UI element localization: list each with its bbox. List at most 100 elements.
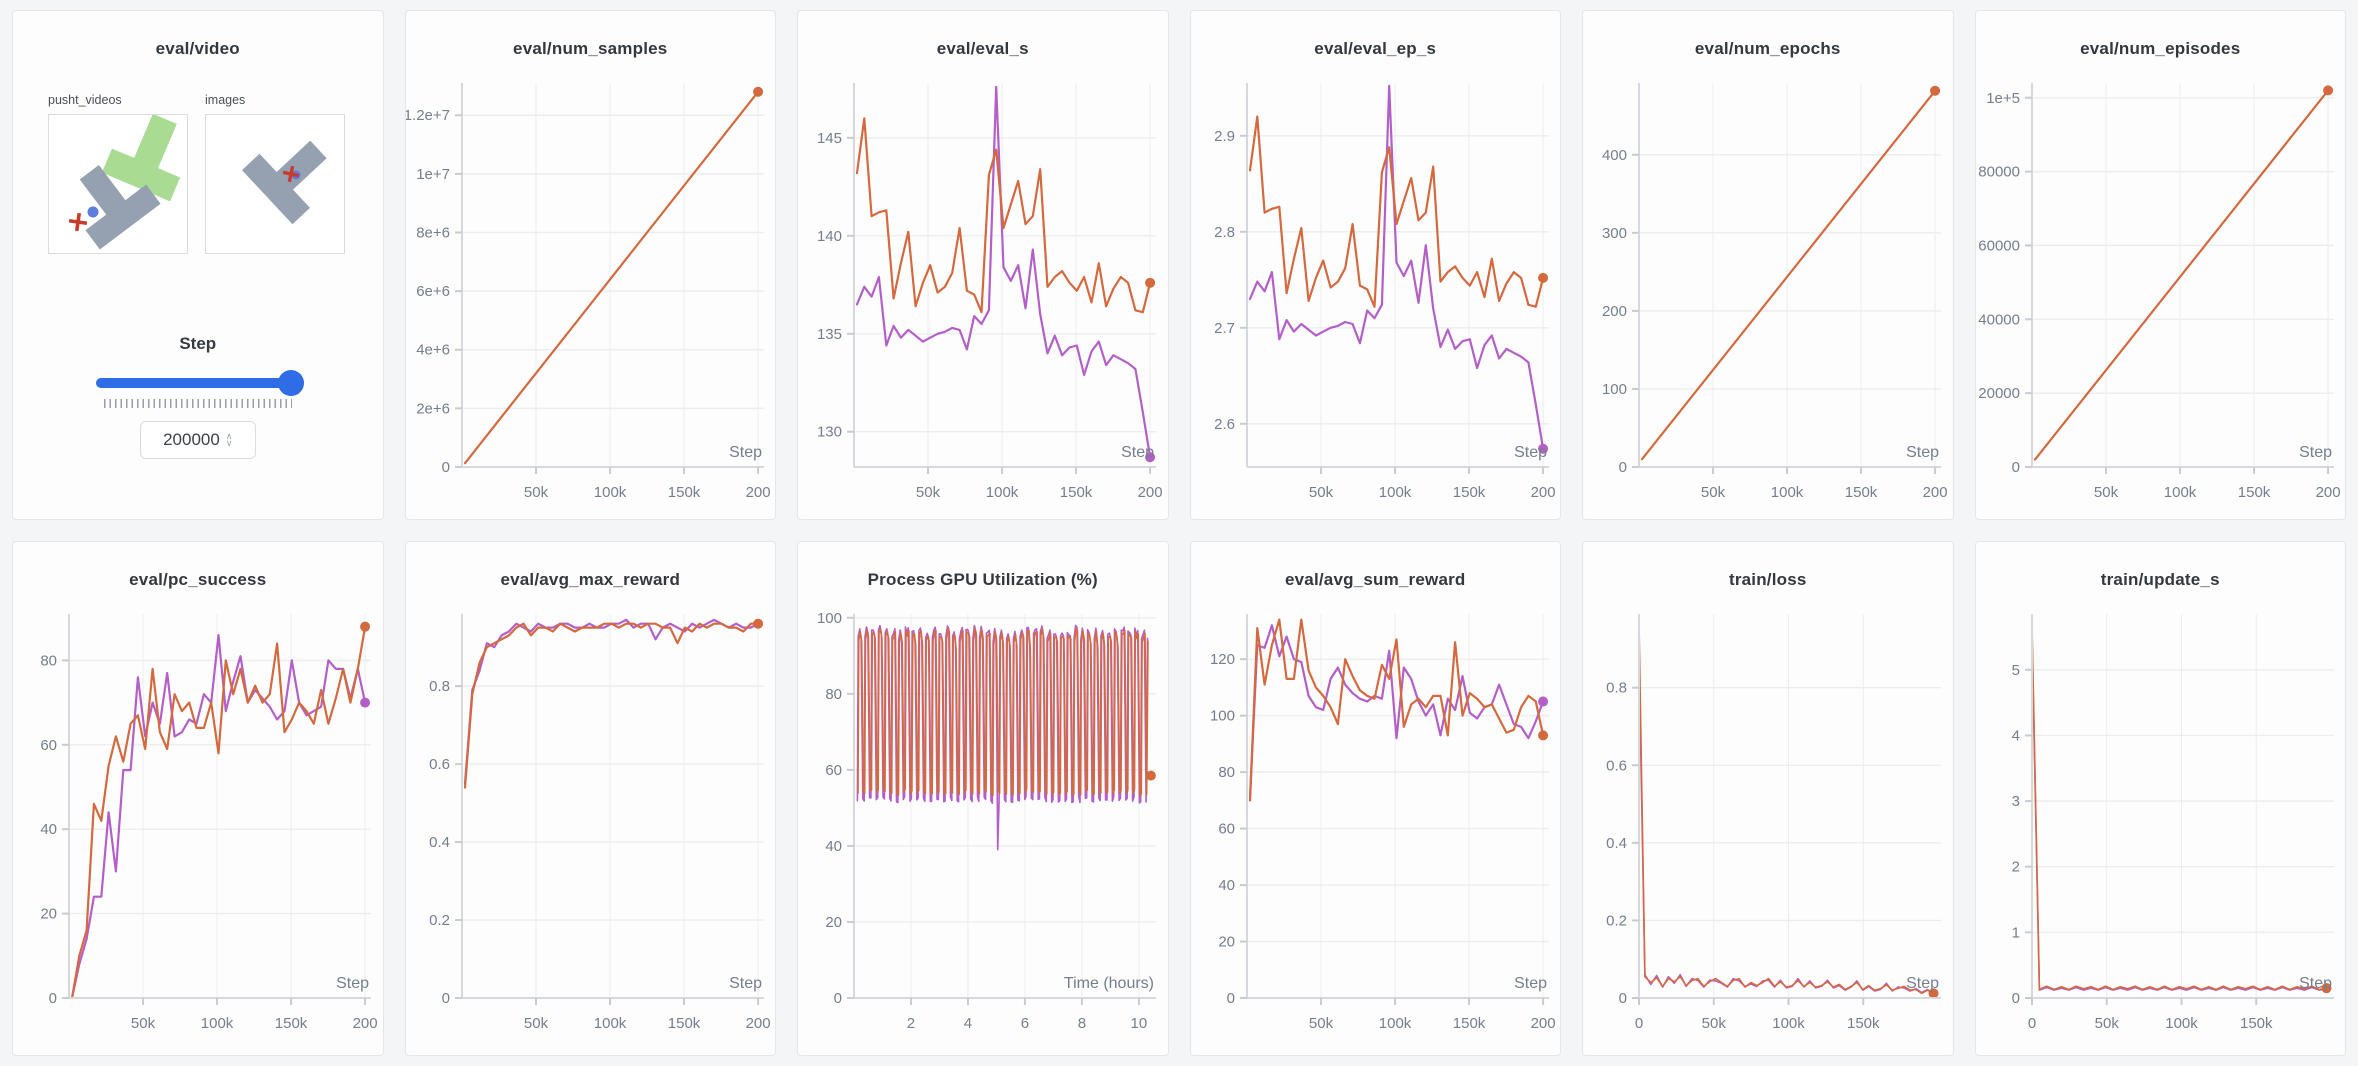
media-item-images: images (205, 93, 345, 254)
chart-title: train/loss (1728, 570, 1807, 589)
step-input-value[interactable]: 200000 (163, 430, 220, 449)
chart-title: eval/num_epochs (1694, 39, 1841, 58)
x-tick-label: 200 (1923, 484, 1948, 501)
media-row: pusht_videos (13, 93, 383, 254)
y-tick-label: 8e+6 (416, 224, 450, 241)
last-point-marker (752, 618, 763, 629)
last-point-marker (1537, 730, 1548, 741)
last-point-marker (1928, 988, 1939, 999)
last-point-marker (1537, 696, 1548, 707)
pusht-video-thumbnail[interactable] (48, 113, 188, 254)
series-purple (1638, 655, 1935, 995)
pusht-scene-image (68, 113, 181, 250)
y-tick-label: 0.6 (1606, 757, 1627, 774)
chart-pc_success[interactable]: 0 20 40 60 80 50k 100k 150k 200 Step (13, 602, 384, 1048)
panel-avg_sum_reward: eval/avg_sum_reward 0 20 40 60 80 100 120 50k 100… (1189, 541, 1562, 1056)
y-tick-label: 60 (1218, 821, 1235, 838)
chart-title: eval/pc_success (129, 570, 267, 589)
chart-eval_s[interactable]: 130 135 140 145 50k 100k 150k 200 Step (798, 71, 1169, 517)
x-tick-label: 200 (353, 1015, 378, 1032)
y-tick-label: 2.9 (1214, 128, 1235, 145)
chart-train_update_s[interactable]: 0 1 2 3 4 5 0 50k 100k 150k Step (1976, 602, 2347, 1048)
chart-title: eval/num_samples (513, 39, 668, 58)
y-tick-label: 0 (49, 990, 57, 1007)
y-tick-label: 20000 (1978, 385, 2020, 402)
series-purple (1248, 624, 1544, 799)
images-thumbnail[interactable] (205, 114, 345, 254)
x-axis-label: Step (729, 975, 762, 992)
series-purple (855, 85, 1152, 459)
media-item-pusht-videos: pusht_videos (48, 93, 188, 254)
series-purple (1248, 84, 1544, 450)
y-tick-label: 0 (1619, 990, 1627, 1007)
panel-gpu_util: Process GPU Utilization (%) 0 20 40 60 80 100 2… (797, 541, 1169, 1056)
panel-num_samples: eval/num_samples 0 2e+6 4e+6 6e+6 8e+6 1e+7 1.2… (404, 10, 777, 520)
chart-avg_sum_reward[interactable]: 0 20 40 60 80 100 120 50k 100k 150k 200 Step (1191, 602, 1562, 1048)
y-tick-label: 140 (817, 228, 842, 245)
x-tick-label: 50k (2094, 1015, 2119, 1032)
y-tick-label: 4e+6 (416, 342, 450, 359)
y-tick-label: 145 (817, 130, 842, 147)
x-tick-label: 6 (1021, 1015, 1029, 1032)
chart-num_epochs[interactable]: 0 100 200 300 400 50k 100k 150k 200 Step (1583, 71, 1954, 517)
pusht-image (241, 140, 327, 225)
y-tick-label: 0.8 (429, 678, 450, 695)
x-axis-label: Time (hours) (1064, 975, 1154, 992)
chart-title: eval/eval_ep_s (1314, 39, 1437, 58)
y-tick-label: 0 (1226, 990, 1234, 1007)
chart-train_loss[interactable]: 0 0.2 0.4 0.6 0.8 0 50k 100k 150k Step (1583, 602, 1954, 1048)
media-panel-title: eval/video (155, 39, 240, 58)
y-tick-label: 20 (40, 906, 57, 923)
stepper-down-icon[interactable]: ∨ (225, 438, 233, 448)
y-tick-label: 60000 (1978, 237, 2020, 254)
step-slider[interactable] (95, 370, 304, 396)
chart-num_episodes[interactable]: 0 20000 40000 60000 80000 1e+5 50k 100k 150k 200 S… (1976, 71, 2347, 517)
step-stepper[interactable]: ∧ ∨ (225, 431, 233, 448)
y-tick-label: 0 (2011, 459, 2019, 476)
x-tick-label: 200 (745, 1015, 770, 1032)
x-tick-label: 200 (1530, 484, 1555, 501)
y-tick-label: 3 (2011, 793, 2019, 810)
x-axis-label: Step (1906, 975, 1939, 992)
series-purple (2030, 636, 2327, 991)
series-orange (1640, 89, 1937, 461)
x-tick-label: 100k (201, 1015, 234, 1032)
y-tick-label: 40000 (1978, 311, 2020, 328)
x-tick-label: 150k (667, 484, 700, 501)
step-slider-label: Step (179, 334, 217, 353)
y-tick-label: 0 (2011, 990, 2019, 1007)
step-input[interactable]: 200000 ∧ ∨ (139, 421, 256, 459)
panel-pc_success: eval/pc_success 0 20 40 60 80 50k 100k 150k 200 St… (12, 541, 384, 1056)
y-tick-label: 80 (1218, 764, 1235, 781)
y-tick-label: 80000 (1978, 164, 2020, 181)
media-label: pusht_videos (48, 93, 122, 107)
step-slider-track[interactable] (95, 378, 300, 388)
x-axis-label: Step (336, 975, 369, 992)
y-tick-label: 100 (1602, 381, 1627, 398)
panel-eval-video: eval/video pusht_videos (12, 10, 384, 520)
x-tick-label: 10 (1131, 1015, 1148, 1032)
x-tick-label: 4 (964, 1015, 972, 1032)
x-tick-label: 200 (745, 484, 770, 501)
last-point-marker (360, 621, 371, 632)
chart-eval_ep_s[interactable]: 2.6 2.7 2.8 2.9 50k 100k 150k 200 Step (1191, 71, 1562, 517)
x-tick-label: 50k (1702, 1015, 1727, 1032)
stepper-up-icon[interactable]: ∧ (225, 431, 233, 441)
y-tick-label: 20 (825, 914, 842, 931)
x-tick-label: 0 (1635, 1015, 1643, 1032)
x-tick-label: 50k (2093, 484, 2118, 501)
chart-gpu_util[interactable]: 0 20 40 60 80 100 2 4 6 8 10 Time (hours) (798, 602, 1169, 1048)
chart-title: eval/eval_s (936, 39, 1029, 58)
y-tick-label: 0.4 (429, 834, 450, 851)
chart-avg_max_reward[interactable]: 0 0.2 0.4 0.6 0.8 50k 100k 150k 200 Step (406, 602, 777, 1048)
chart-num_samples[interactable]: 0 2e+6 4e+6 6e+6 8e+6 1e+7 1.2e+7 50k 100k 150k 20… (406, 71, 777, 517)
y-tick-label: 1 (2011, 924, 2019, 941)
y-tick-label: 40 (1218, 877, 1235, 894)
x-tick-label: 2 (907, 1015, 915, 1032)
y-tick-label: 2.7 (1214, 320, 1235, 337)
x-axis-label: Step (2299, 444, 2332, 461)
step-slider-thumb[interactable] (277, 370, 304, 396)
y-tick-label: 2.6 (1214, 416, 1235, 433)
y-tick-label: 135 (817, 326, 842, 343)
